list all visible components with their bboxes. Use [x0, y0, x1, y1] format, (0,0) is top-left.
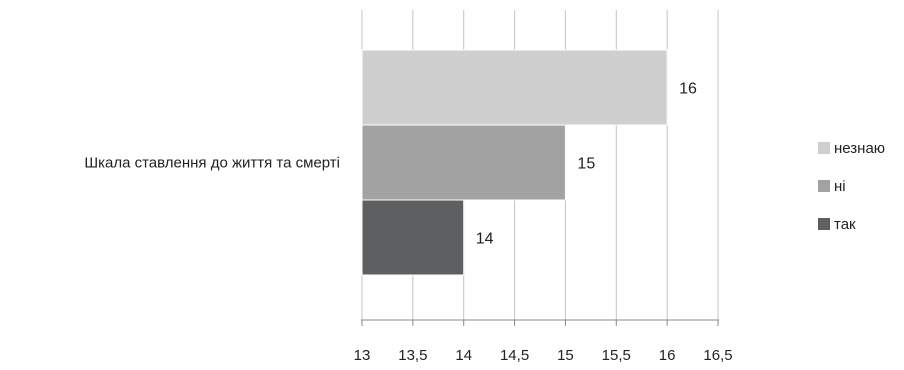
data-label: 15	[577, 156, 595, 173]
bar-2	[361, 124, 566, 201]
data-label: 16	[679, 81, 697, 98]
x-tick-label: 15	[557, 347, 574, 364]
x-axis-ticks: 13 13,5 14 14,5 15 15,5 16 16,5	[354, 320, 733, 364]
legend-swatch	[818, 218, 830, 230]
x-tick-label: 13	[354, 347, 371, 364]
x-tick-label: 14	[455, 347, 472, 364]
legend-label: незнаю	[834, 140, 885, 157]
data-labels: 16 15 14	[476, 81, 697, 248]
x-tick-label: 16,5	[703, 347, 732, 364]
legend-swatch	[818, 142, 830, 154]
category-label: Шкала ставлення до життя та смерті	[84, 155, 340, 172]
legend-label: так	[834, 216, 856, 233]
x-tick-label: 14,5	[500, 347, 529, 364]
x-tick-label: 13,5	[398, 347, 427, 364]
data-label: 14	[476, 231, 494, 248]
legend-label: ні	[834, 178, 846, 195]
bar-1	[361, 49, 668, 126]
legend: незнаю ні так	[818, 140, 885, 233]
bars	[361, 49, 668, 276]
x-tick-label: 16	[659, 347, 676, 364]
x-tick-label: 15,5	[602, 347, 631, 364]
bar-3	[361, 199, 465, 276]
legend-swatch	[818, 180, 830, 192]
